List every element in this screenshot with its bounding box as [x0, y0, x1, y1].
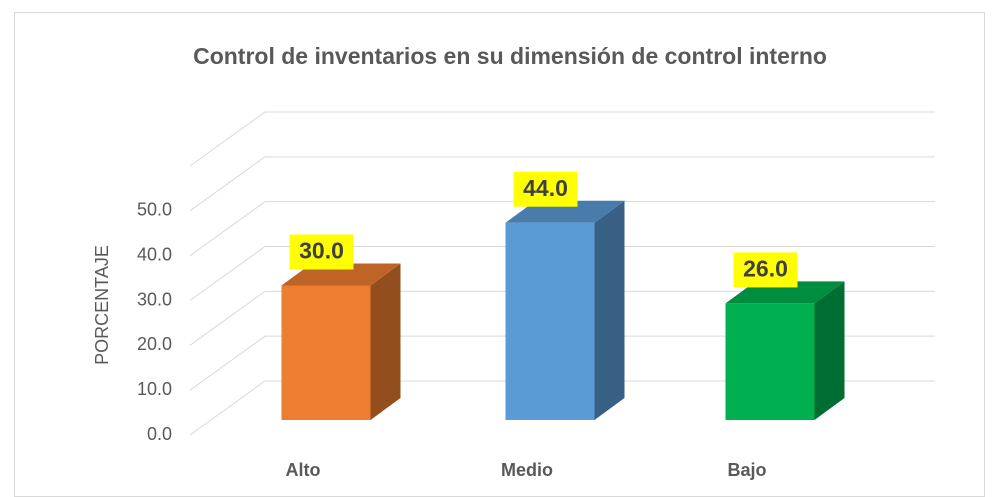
y-axis-label: PORCENTAJE	[92, 245, 112, 365]
bar	[505, 222, 595, 420]
y-tick-label: 50.0	[137, 200, 172, 220]
y-tick-label: 10.0	[137, 379, 172, 399]
grid-line	[189, 290, 935, 346]
x-tick-label: Medio	[501, 460, 553, 480]
grid-line	[189, 156, 935, 212]
y-tick-label: 20.0	[137, 334, 172, 354]
bar	[725, 303, 815, 420]
bar-side	[370, 263, 401, 420]
bar-side	[814, 281, 845, 420]
grid-line	[189, 246, 935, 301]
grid-line	[189, 201, 935, 257]
chart-border	[14, 12, 985, 497]
grid-line	[189, 380, 935, 436]
value-label: 44.0	[523, 175, 568, 201]
value-label: 30.0	[299, 238, 344, 264]
x-tick-label: Bajo	[727, 460, 766, 480]
y-tick-label: 40.0	[137, 244, 172, 264]
y-tick-label: 0.0	[147, 424, 172, 444]
y-tick-label: 30.0	[137, 289, 172, 309]
grid-line	[189, 335, 935, 391]
bar-side	[594, 200, 625, 420]
value-label: 26.0	[743, 256, 788, 282]
x-tick-label: Alto	[286, 460, 321, 480]
chart-title: Control de inventarios en su dimensión d…	[193, 43, 827, 69]
grid-line	[189, 111, 935, 167]
value-label-box	[733, 252, 798, 288]
bar	[281, 285, 371, 420]
value-label-box	[513, 171, 578, 207]
value-label-box	[289, 234, 354, 270]
